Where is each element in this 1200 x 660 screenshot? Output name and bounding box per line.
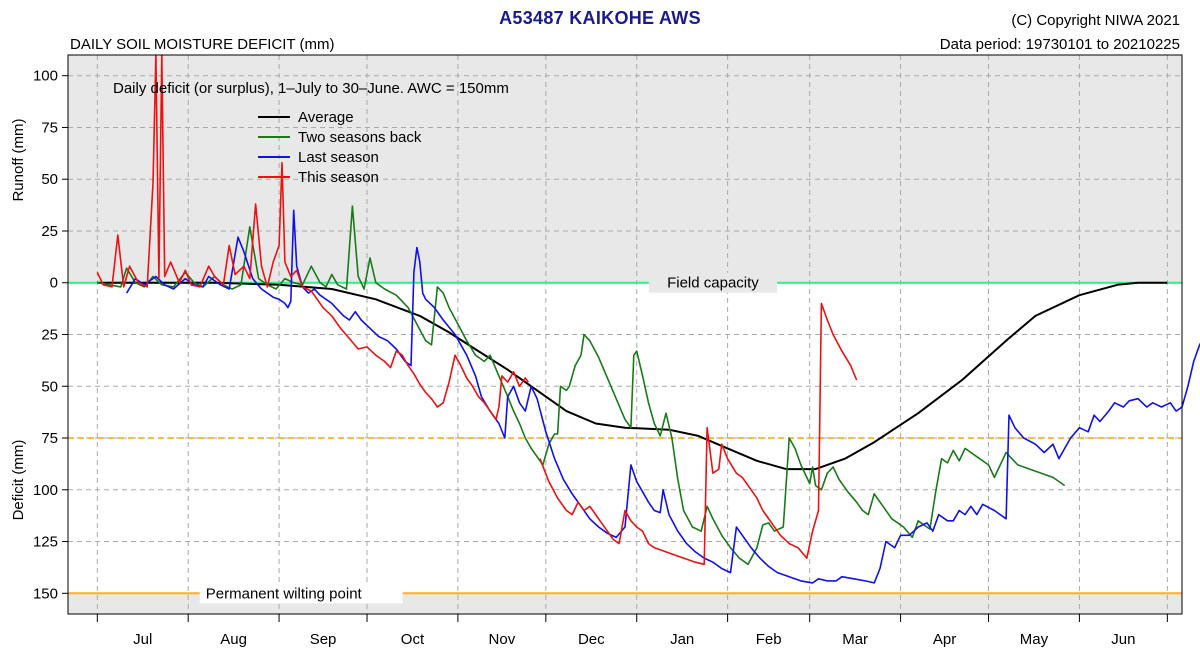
- reference-lines: Field capacity Permanent wilting point: [68, 272, 1182, 604]
- station-title: A53487 KAIKOHE AWS: [499, 8, 701, 28]
- y-tick-label: 50: [41, 378, 58, 395]
- y-tick-label: 150: [33, 585, 58, 602]
- x-tick-label: Sep: [310, 631, 337, 648]
- x-tick-label: Feb: [756, 631, 782, 648]
- y-tick-label: 75: [41, 119, 58, 136]
- legend-label: Two seasons back: [298, 129, 422, 146]
- copyright-notice: (C) Copyright NIWA 2021: [1011, 12, 1180, 29]
- x-tick-label: Oct: [401, 631, 425, 648]
- legend: Average Two seasons back Last season This s…: [258, 109, 422, 186]
- x-tick-label: Apr: [933, 631, 956, 648]
- y-tick-label: 50: [41, 171, 58, 188]
- series-layer: [96, 54, 1200, 584]
- deficit-axis-label: Deficit (mm): [10, 440, 27, 521]
- series-line: [125, 209, 1200, 584]
- legend-label: Average: [298, 109, 354, 126]
- reference-line-label: Field capacity: [667, 275, 759, 292]
- legend-label: Last season: [298, 149, 379, 166]
- y-tick-label: 75: [41, 430, 58, 447]
- x-tick-label: Nov: [489, 631, 516, 648]
- x-tick-label: Mar: [842, 631, 868, 648]
- x-tick-label: Jan: [670, 631, 694, 648]
- chart-heading: DAILY SOIL MOISTURE DEFICIT (mm): [70, 36, 335, 53]
- series-line: [96, 54, 858, 566]
- y-gridlines: [68, 75, 1182, 543]
- x-tick-label: May: [1020, 631, 1049, 648]
- y-tick-label: 0: [50, 275, 58, 292]
- reference-line-label: Permanent wilting point: [206, 585, 363, 602]
- runoff-axis-label: Runoff (mm): [10, 118, 27, 201]
- y-tick-label: 100: [33, 68, 58, 85]
- legend-label: This season: [298, 169, 379, 186]
- x-tick-label: Jun: [1111, 631, 1135, 648]
- reference-label-bg: [648, 272, 778, 293]
- y-tick-label: 25: [41, 223, 58, 240]
- y-axis: 100 75 50 25 0 25 50 75 100 125 150: [33, 68, 68, 602]
- series-line: [97, 281, 1168, 471]
- x-axis: Jul Aug Sep Oct Nov Dec Jan Feb Mar Apr May Jun: [96, 614, 1168, 648]
- reference-label-bg: [199, 583, 403, 604]
- x-gridlines: [96, 55, 1168, 614]
- chart-annotation: Daily deficit (or surplus), 1–July to 30…: [113, 80, 509, 97]
- x-tick-label: Jul: [133, 631, 152, 648]
- series-line: [97, 205, 1066, 566]
- x-tick-label: Aug: [220, 631, 247, 648]
- data-period: Data period: 19730101 to 20210225: [939, 36, 1180, 53]
- y-tick-label: 100: [33, 482, 58, 499]
- y-tick-label: 125: [33, 534, 58, 551]
- y-tick-label: 25: [41, 327, 58, 344]
- x-tick-label: Dec: [578, 631, 605, 648]
